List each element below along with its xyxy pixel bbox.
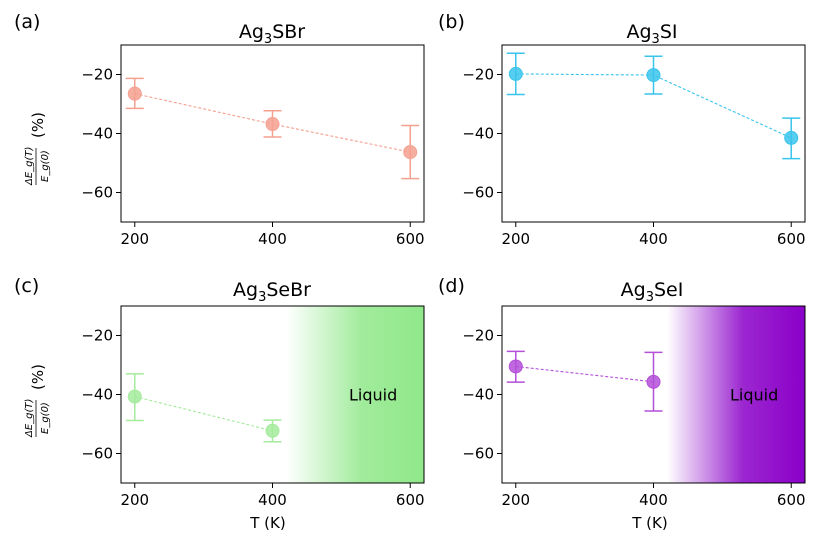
liquid-region: [667, 306, 805, 483]
data-point: [508, 66, 523, 81]
y-tick-label: −60: [462, 184, 494, 202]
xlabel-left: T (K): [249, 514, 285, 532]
panel-title: Ag3SBr: [239, 21, 305, 47]
data-point: [265, 117, 280, 132]
panel-title: Ag3SeBr: [233, 279, 311, 305]
title-main: Ag: [621, 279, 646, 301]
ylabel-unit: (%): [29, 364, 47, 390]
panel-title: Ag3SI: [626, 21, 677, 47]
series-line: [134, 396, 273, 432]
title-subscript: 3: [258, 290, 266, 305]
y-tick-label: −60: [81, 445, 113, 463]
title-main: Ag: [239, 21, 264, 43]
data-point: [403, 145, 418, 160]
title-rest: SBr: [272, 21, 305, 43]
title-rest: SeBr: [266, 279, 311, 301]
data-point: [784, 130, 799, 145]
liquid-region: [286, 306, 424, 483]
y-tick-label: −20: [81, 327, 113, 345]
ylabel-numerator: ΔE_g(T): [24, 399, 35, 438]
title-subscript: 3: [646, 290, 654, 305]
x-tick-label: 400: [639, 491, 668, 509]
y-tick-label: −40: [462, 386, 494, 404]
y-tick-label: −40: [81, 125, 113, 143]
y-tick-label: −20: [462, 66, 494, 84]
data-point: [646, 68, 661, 83]
title-subscript: 3: [264, 32, 272, 47]
x-tick-label: 600: [396, 230, 425, 248]
data-point: [265, 423, 280, 438]
series-line: [515, 365, 654, 383]
y-tick-label: −40: [81, 386, 113, 404]
panel-title: Ag3SeI: [621, 279, 684, 305]
x-tick-label: 600: [777, 230, 806, 248]
ylabel-row2: ΔE_g(T) E_g(0) (%): [24, 364, 51, 438]
ylabel-row1: ΔE_g(T) E_g(0) (%): [24, 112, 51, 186]
title-rest: SI: [660, 21, 678, 43]
panel-letter: (a): [14, 11, 40, 33]
liquid-label: Liquid: [730, 386, 778, 405]
ylabel-unit: (%): [29, 112, 47, 138]
y-tick-label: −60: [462, 445, 494, 463]
x-tick-label: 200: [120, 491, 149, 509]
x-tick-label: 600: [777, 491, 806, 509]
panel-letter: (c): [14, 275, 39, 297]
ylabel-denominator: E_g(0): [40, 402, 51, 434]
xlabel-right: T (K): [631, 514, 667, 532]
panel-letter: (b): [438, 11, 465, 33]
panel-letter: (d): [438, 275, 465, 297]
y-tick-label: −20: [81, 66, 113, 84]
y-tick-label: −20: [462, 327, 494, 345]
x-tick-label: 400: [258, 230, 287, 248]
panel-b: −20 −40 −60 200 400 600 (b) Ag3SI: [438, 11, 806, 248]
x-tick-label: 600: [396, 491, 425, 509]
x-tick-label: 400: [258, 491, 287, 509]
panel-d: Liquid −20 −40 −60 200 400 600 (d) Ag3SeI: [438, 275, 806, 509]
x-tick-label: 400: [639, 230, 668, 248]
y-tick-label: −40: [462, 125, 494, 143]
title-main: Ag: [233, 279, 258, 301]
data-point: [646, 374, 661, 389]
x-tick-label: 200: [120, 230, 149, 248]
ylabel-denominator: E_g(0): [40, 150, 51, 182]
panel-c: Liquid −20 −40 −60 200 400 600 (c) Ag3SeBr: [14, 275, 425, 509]
x-tick-label: 200: [501, 491, 530, 509]
title-subscript: 3: [652, 32, 660, 47]
title-rest: SeI: [654, 279, 683, 301]
data-point: [127, 389, 142, 404]
data-point: [508, 359, 523, 374]
data-point: [127, 86, 142, 101]
title-main: Ag: [626, 21, 651, 43]
y-tick-label: −60: [81, 184, 113, 202]
liquid-label: Liquid: [349, 386, 397, 405]
panel-a: −20 −40 −60 200 400 600 (a) Ag3SBr: [14, 11, 425, 248]
x-tick-label: 200: [501, 230, 530, 248]
ylabel-numerator: ΔE_g(T): [24, 147, 35, 186]
